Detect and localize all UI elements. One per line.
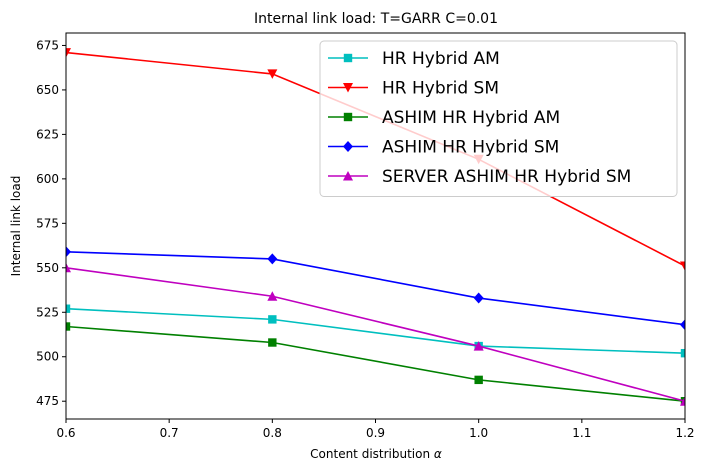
x-tick-label: 0.9 bbox=[366, 426, 385, 440]
data-point bbox=[66, 246, 71, 258]
legend-label: ASHIM HR Hybrid AM bbox=[382, 108, 560, 128]
data-point bbox=[474, 375, 483, 385]
x-tick-label: 0.7 bbox=[160, 426, 179, 440]
series-line bbox=[66, 267, 685, 402]
series-5 bbox=[66, 262, 685, 406]
legend-item: HR Hybrid SM bbox=[328, 79, 499, 99]
y-tick-label: 650 bbox=[36, 83, 59, 97]
data-point bbox=[66, 48, 71, 58]
data-point bbox=[268, 338, 277, 347]
legend-marker bbox=[343, 141, 353, 152]
chart-title: Internal link load: T=GARR C=0.01 bbox=[254, 11, 498, 27]
legend-marker bbox=[343, 53, 353, 63]
y-tick-label: 575 bbox=[36, 216, 59, 230]
data-point bbox=[473, 292, 484, 304]
legend-marker bbox=[343, 171, 353, 181]
legend-marker bbox=[343, 83, 353, 93]
x-tick-label: 0.6 bbox=[56, 426, 75, 440]
data-point bbox=[267, 291, 278, 301]
series-line bbox=[66, 325, 685, 403]
y-tick-label: 675 bbox=[36, 38, 59, 52]
data-point bbox=[267, 69, 278, 79]
legend-marker bbox=[343, 112, 353, 122]
x-tick-label: 1.0 bbox=[469, 426, 488, 440]
legend-item: SERVER ASHIM HR Hybrid SM bbox=[328, 167, 631, 187]
x-axis: 0.6 0.7 0.8 0.9 1.0 1.1 1.2 bbox=[56, 419, 695, 440]
data-point bbox=[473, 341, 484, 351]
legend-label: SERVER ASHIM HR Hybrid SM bbox=[382, 167, 631, 187]
y-tick-label: 500 bbox=[36, 350, 59, 364]
x-axis-label: Content distribution α bbox=[310, 447, 442, 461]
data-point bbox=[680, 348, 685, 358]
y-tick-label: 625 bbox=[36, 127, 59, 141]
y-axis-label: Internal link load bbox=[9, 176, 23, 277]
legend-label: ASHIM HR Hybrid SM bbox=[382, 138, 559, 158]
legend: HR Hybrid AM HR Hybrid SM ASHIM HR Hybrid … bbox=[319, 40, 678, 197]
data-point bbox=[680, 261, 685, 272]
legend-item: ASHIM HR Hybrid AM bbox=[328, 108, 560, 128]
series-4 bbox=[66, 246, 685, 331]
legend-item: ASHIM HR Hybrid SM bbox=[328, 138, 559, 158]
y-tick-label: 550 bbox=[36, 261, 59, 275]
data-point bbox=[66, 304, 71, 313]
legend-box bbox=[319, 40, 678, 197]
data-point bbox=[268, 315, 277, 324]
series-layer bbox=[66, 48, 685, 406]
legend-label: HR Hybrid SM bbox=[382, 79, 499, 99]
x-tick-label: 0.8 bbox=[263, 426, 282, 440]
data-point bbox=[267, 253, 278, 265]
y-tick-label: 600 bbox=[36, 172, 59, 186]
y-tick-label: 525 bbox=[36, 305, 59, 319]
x-tick-label: 1.1 bbox=[572, 426, 591, 440]
data-point bbox=[66, 262, 71, 273]
series-line bbox=[66, 250, 685, 326]
legend-label: HR Hybrid AM bbox=[382, 49, 500, 69]
series-line bbox=[66, 307, 685, 354]
data-point bbox=[680, 319, 685, 331]
y-tick-label: 475 bbox=[36, 394, 59, 408]
legend-item: HR Hybrid AM bbox=[328, 49, 500, 69]
y-axis: 475 500 525 550 575 600 625 650 675 bbox=[36, 38, 66, 408]
x-tick-label: 1.2 bbox=[675, 426, 694, 440]
data-point bbox=[680, 396, 685, 406]
data-point bbox=[66, 322, 71, 331]
